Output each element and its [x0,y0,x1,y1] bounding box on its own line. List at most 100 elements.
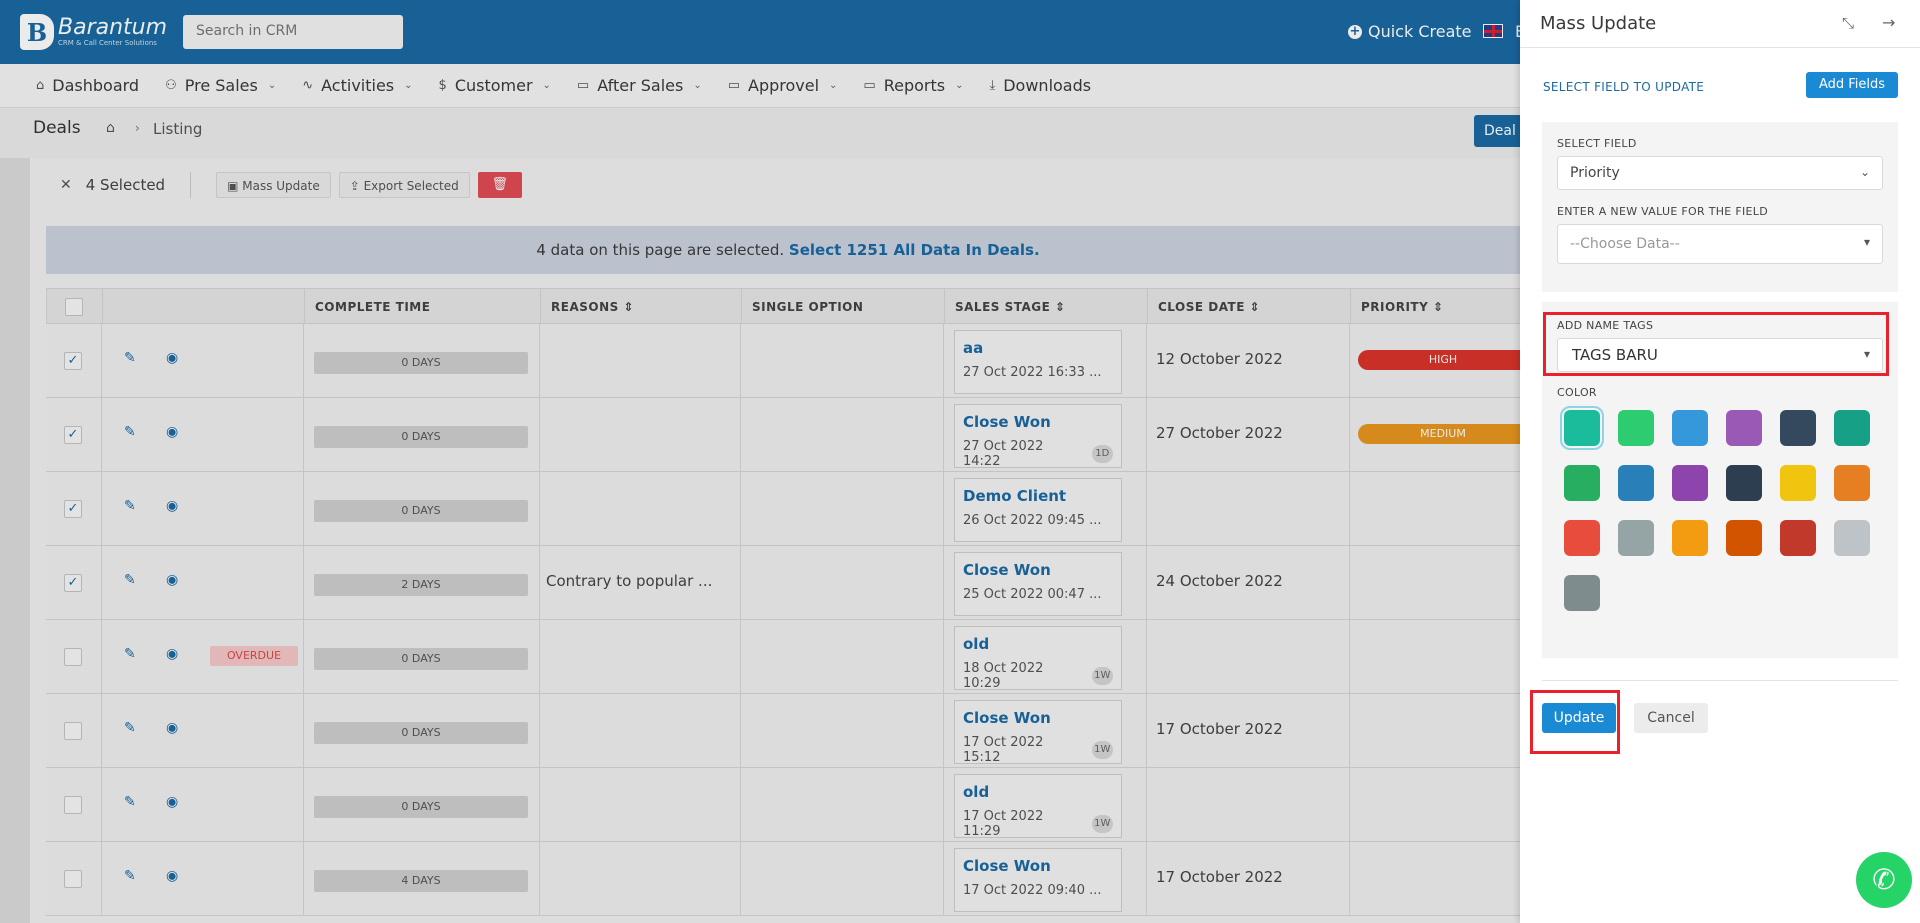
select-all-checkbox[interactable] [65,298,83,316]
view-icon[interactable]: ◉ [166,424,179,440]
edit-icon[interactable]: ✎ [124,720,136,736]
nav-item-after-sales[interactable]: ▭ After Sales ⌄ [577,76,702,95]
logo[interactable]: B Barantum CRM & Call Center Solutions [20,14,167,50]
view-icon[interactable]: ◉ [166,572,179,588]
new-value-dropdown[interactable]: --Choose Data-- ▾ [1557,224,1883,264]
color-swatch[interactable] [1780,410,1816,446]
search-input[interactable]: Search in CRM [183,15,403,49]
view-icon[interactable]: ◉ [166,646,179,662]
nav-item-pre-sales[interactable]: ⚇ Pre Sales ⌄ [165,76,276,95]
sales-stage-box[interactable]: aa 27 Oct 2022 16:33 ... [954,330,1122,394]
nav-item-reports[interactable]: ▭ Reports ⌄ [863,76,963,95]
color-swatch[interactable] [1672,410,1708,446]
sales-stage-box[interactable]: Close Won 25 Oct 2022 00:47 ... [954,552,1122,616]
edit-icon[interactable]: ✎ [124,646,136,662]
nav-item-activities[interactable]: ∿ Activities ⌄ [302,76,412,95]
sales-stage-name[interactable]: Close Won [963,857,1051,875]
home-icon[interactable]: ⌂ [106,120,115,136]
header-close-date[interactable]: CLOSE DATE ⇕ [1148,289,1351,325]
edit-icon[interactable]: ✎ [124,424,136,440]
row-checkbox[interactable] [64,722,82,740]
select-field-dropdown[interactable]: Priority ⌄ [1557,156,1883,190]
close-panel-arrow-icon[interactable]: → [1882,13,1896,32]
color-swatch[interactable] [1618,520,1654,556]
clear-selection-icon[interactable]: ✕ [60,177,72,193]
color-swatch[interactable] [1834,410,1870,446]
color-swatch[interactable] [1834,520,1870,556]
cancel-button[interactable]: Cancel [1634,703,1708,733]
view-icon[interactable]: ◉ [166,498,179,514]
header-complete-time[interactable]: COMPLETE TIME [305,289,541,325]
sales-stage-box[interactable]: old 17 Oct 2022 11:29 1W [954,774,1122,839]
whatsapp-icon[interactable]: ✆ [1856,852,1912,908]
uk-flag-icon[interactable] [1483,24,1503,38]
sales-stage-name[interactable]: Close Won [963,413,1051,431]
view-icon[interactable]: ◉ [166,794,179,810]
table-row[interactable]: ✎ ◉ OVERDUE 0 DAYS old 18 Oct 2022 10:29 1W [46,620,1530,694]
table-row[interactable]: ✎ ◉ 0 DAYS Close Won 17 Oct 2022 15:12 1W 17 O… [46,694,1530,768]
sales-stage-name[interactable]: Close Won [963,561,1051,579]
edit-icon[interactable]: ✎ [124,498,136,514]
deal-button[interactable]: Deal [1474,115,1524,147]
nav-item-customer[interactable]: $ Customer ⌄ [439,76,551,95]
color-swatch[interactable] [1564,520,1600,556]
table-row[interactable]: ✓ ✎ ◉ 0 DAYS Close Won 27 Oct 2022 14:22 1D 27 … [46,398,1530,472]
row-checkbox[interactable]: ✓ [64,574,82,592]
nav-item-dashboard[interactable]: ⌂ Dashboard [36,76,139,95]
table-row[interactable]: ✎ ◉ 0 DAYS old 17 Oct 2022 11:29 1W [46,768,1530,842]
color-swatch[interactable] [1618,465,1654,501]
edit-icon[interactable]: ✎ [124,794,136,810]
sales-stage-name[interactable]: old [963,783,990,801]
edit-icon[interactable]: ✎ [124,572,136,588]
sales-stage-box[interactable]: old 18 Oct 2022 10:29 1W [954,626,1122,691]
export-selected-button[interactable]: ⇪ Export Selected [338,172,470,198]
quick-create-button[interactable]: + Quick Create [1348,22,1472,41]
mass-update-button[interactable]: ▣ Mass Update [216,172,331,198]
color-swatch[interactable] [1780,520,1816,556]
color-swatch[interactable] [1726,465,1762,501]
header-single-option[interactable]: SINGLE OPTION [742,289,945,325]
nav-item-downloads[interactable]: ⤓ Downloads [989,76,1091,95]
color-swatch[interactable] [1726,520,1762,556]
modal-backdrop[interactable] [0,0,1520,923]
color-swatch[interactable] [1560,406,1604,450]
sales-stage-name[interactable]: Close Won [963,709,1051,727]
color-swatch[interactable] [1564,575,1600,611]
edit-icon[interactable]: ✎ [124,868,136,884]
select-all-link[interactable]: Select 1251 All Data In Deals. [788,241,1040,259]
nav-item-approvel[interactable]: ▭ Approvel ⌄ [728,76,838,95]
view-icon[interactable]: ◉ [166,720,179,736]
sales-stage-box[interactable]: Demo Client 26 Oct 2022 09:45 ... [954,478,1122,542]
header-sales-stage[interactable]: SALES STAGE ⇕ [945,289,1148,325]
table-row[interactable]: ✓ ✎ ◉ 0 DAYS aa 27 Oct 2022 16:33 ... 12 Octob… [46,324,1530,398]
table-row[interactable]: ✓ ✎ ◉ 0 DAYS Demo Client 26 Oct 2022 09:45 ..… [46,472,1530,546]
tags-input[interactable]: TAGS BARU ▾ [1557,338,1883,372]
table-row[interactable]: ✓ ✎ ◉ 2 DAYS Contrary to popular ... Close Wo… [46,546,1530,620]
row-checkbox[interactable]: ✓ [64,352,82,370]
sales-stage-name[interactable]: aa [963,339,984,357]
sales-stage-box[interactable]: Close Won 17 Oct 2022 09:40 ... [954,848,1122,912]
delete-icon[interactable]: 🗑 [477,172,522,198]
add-fields-button[interactable]: Add Fields [1806,72,1898,98]
row-checkbox[interactable]: ✓ [64,426,82,444]
color-swatch[interactable] [1672,465,1708,501]
header-reasons[interactable]: REASONS ⇕ [541,289,742,325]
row-checkbox[interactable] [64,648,82,666]
header-priority[interactable]: PRIORITY ⇕ [1351,289,1531,325]
color-swatch[interactable] [1834,465,1870,501]
view-icon[interactable]: ◉ [166,350,179,366]
color-swatch[interactable] [1564,465,1600,501]
update-button[interactable]: Update [1542,703,1616,733]
table-row[interactable]: ✎ ◉ 4 DAYS Close Won 17 Oct 2022 09:40 ... 17… [46,842,1530,916]
expand-icon[interactable]: ⤡ [1842,14,1855,32]
color-swatch[interactable] [1672,520,1708,556]
sales-stage-box[interactable]: Close Won 27 Oct 2022 14:22 1D [954,404,1122,469]
color-swatch[interactable] [1780,465,1816,501]
sales-stage-box[interactable]: Close Won 17 Oct 2022 15:12 1W [954,700,1122,765]
row-checkbox[interactable]: ✓ [64,500,82,518]
sales-stage-name[interactable]: Demo Client [963,487,1067,505]
view-icon[interactable]: ◉ [166,868,179,884]
color-swatch[interactable] [1618,410,1654,446]
edit-icon[interactable]: ✎ [124,350,136,366]
row-checkbox[interactable] [64,796,82,814]
